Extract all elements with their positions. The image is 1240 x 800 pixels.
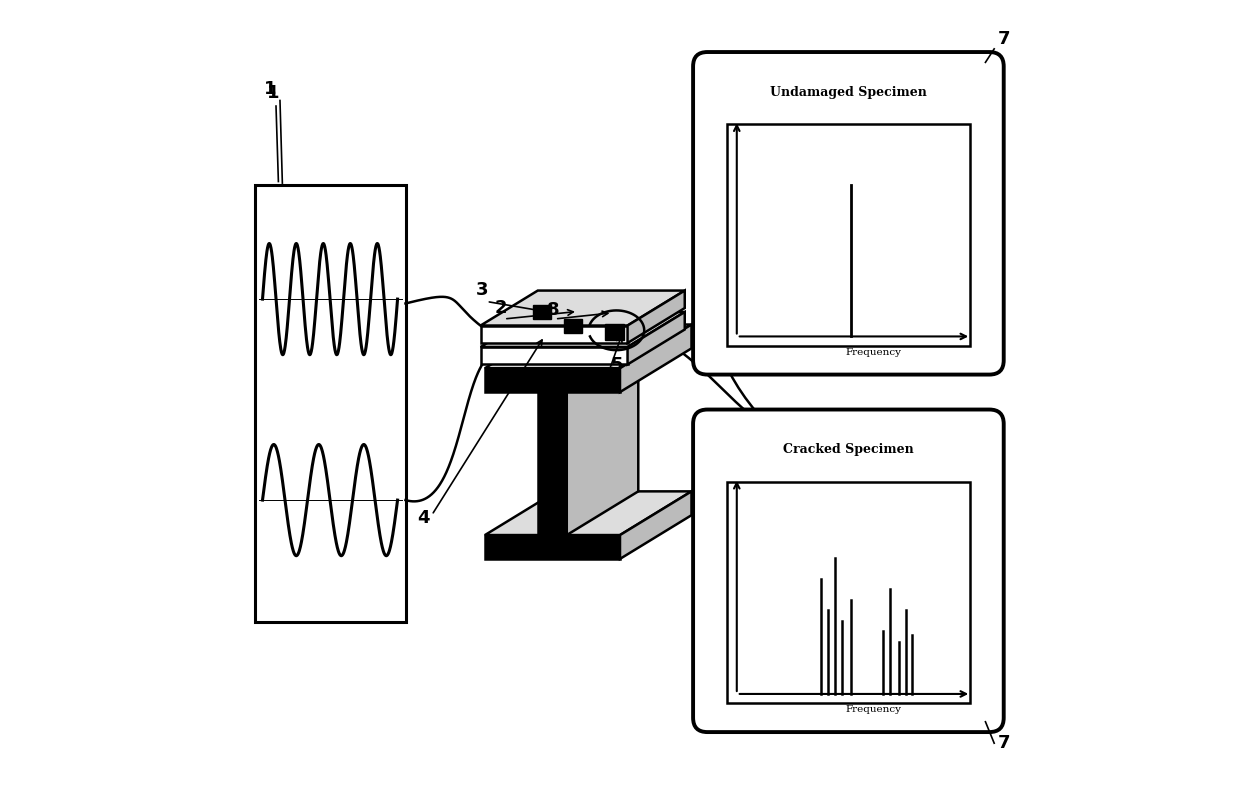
Bar (564, 318, 582, 333)
Polygon shape (481, 347, 627, 365)
Text: 8: 8 (547, 301, 559, 319)
Bar (727, 482, 970, 703)
FancyBboxPatch shape (693, 52, 1003, 374)
Text: 5: 5 (610, 356, 622, 374)
Polygon shape (538, 392, 567, 535)
Polygon shape (481, 326, 627, 343)
Text: 2: 2 (495, 298, 507, 317)
Text: 3: 3 (475, 281, 487, 299)
Polygon shape (485, 368, 620, 392)
Polygon shape (485, 325, 692, 368)
Text: 4: 4 (418, 509, 430, 527)
Polygon shape (627, 312, 684, 365)
Text: Cracked Specimen: Cracked Specimen (782, 443, 914, 456)
Text: 7: 7 (997, 30, 1009, 48)
Polygon shape (620, 325, 692, 392)
Polygon shape (538, 348, 639, 392)
Bar (605, 324, 625, 340)
Polygon shape (620, 491, 692, 559)
Polygon shape (481, 290, 684, 326)
Text: 1: 1 (264, 80, 277, 98)
Polygon shape (485, 535, 620, 559)
Bar (727, 124, 970, 346)
Text: 7: 7 (997, 734, 1009, 752)
Text: Undamaged Specimen: Undamaged Specimen (770, 86, 926, 98)
Text: 1: 1 (267, 84, 279, 102)
Polygon shape (485, 491, 692, 535)
Text: Frequency: Frequency (846, 706, 901, 714)
Text: Frequency: Frequency (846, 348, 901, 357)
Polygon shape (567, 348, 639, 535)
Polygon shape (627, 290, 684, 343)
FancyBboxPatch shape (693, 410, 1003, 732)
Bar (254, 186, 405, 622)
Polygon shape (481, 312, 684, 347)
Bar (533, 305, 551, 319)
